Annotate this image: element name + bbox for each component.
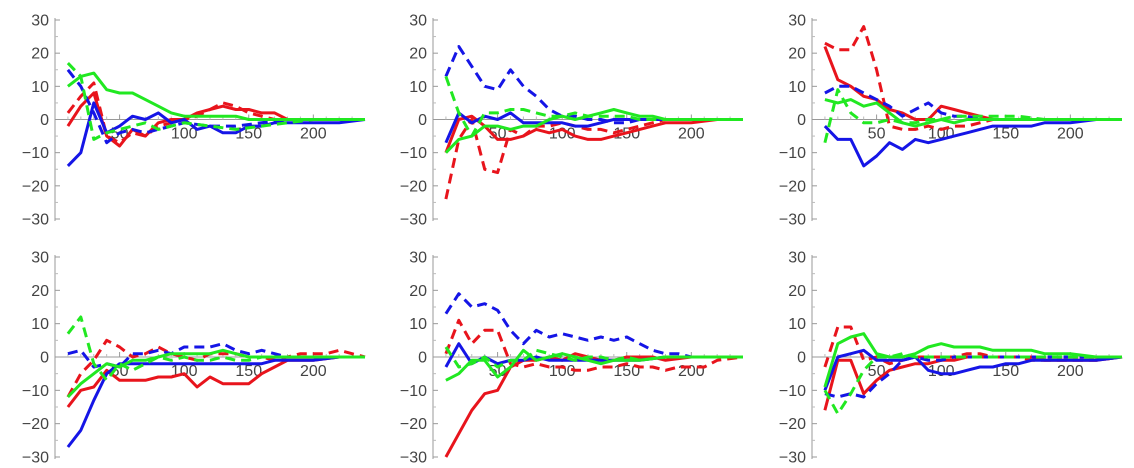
series-line-5 (444, 108, 743, 154)
y-tick-label: 30 (788, 13, 806, 30)
y-tick-label: −30 (779, 212, 806, 229)
y-tick-label: 10 (409, 79, 427, 96)
y-tick-label: 30 (409, 13, 427, 30)
y-tick-label: −30 (22, 450, 49, 467)
series-line-3 (823, 348, 1123, 391)
x-tick-label: 200 (678, 126, 705, 143)
x-tick-label: 200 (300, 363, 327, 380)
y-tick-label: 10 (788, 316, 806, 333)
series-line-3 (823, 118, 1122, 168)
series-line-6 (444, 75, 743, 138)
y-tick-label: −10 (779, 145, 806, 162)
series-line-5 (445, 348, 743, 382)
series-line-3 (66, 355, 365, 448)
y-tick-label: 30 (788, 250, 806, 267)
y-tick-label: 0 (418, 112, 427, 129)
series-line-2 (66, 338, 366, 398)
series-line-5 (823, 332, 1122, 388)
y-tick-label: 30 (31, 250, 49, 267)
y-tick-label: 0 (797, 350, 806, 367)
series-line-1 (444, 114, 743, 154)
x-tick-label: 150 (235, 363, 262, 380)
y-tick-label: −20 (779, 416, 806, 433)
series-line-4 (444, 292, 743, 359)
y-tick-label: 10 (788, 79, 806, 96)
series-line-4 (444, 45, 743, 125)
series-line-1 (444, 352, 743, 458)
y-tick-label: −10 (779, 383, 806, 400)
series-line-6 (66, 62, 365, 141)
y-tick-label: −20 (400, 178, 427, 195)
x-tick-label: 100 (171, 126, 198, 143)
y-tick-label: 20 (788, 46, 806, 63)
x-tick-label: 200 (300, 126, 327, 143)
y-tick-label: 0 (40, 112, 49, 129)
y-tick-label: 10 (409, 316, 427, 333)
x-tick-label: 150 (613, 363, 640, 380)
y-tick-label: 10 (31, 316, 49, 333)
y-tick-label: −30 (22, 212, 49, 229)
x-tick-label: 100 (928, 363, 955, 380)
y-tick-label: −10 (22, 145, 49, 162)
y-tick-label: 20 (31, 46, 49, 63)
y-tick-label: −10 (400, 145, 427, 162)
y-tick-label: 0 (40, 350, 49, 367)
x-tick-label: 50 (868, 126, 886, 143)
y-tick-label: 0 (797, 112, 806, 129)
y-tick-label: −20 (22, 178, 49, 195)
y-tick-label: −30 (779, 450, 806, 467)
y-tick-label: 30 (409, 250, 427, 267)
x-tick-label: 150 (992, 126, 1019, 143)
y-tick-label: −10 (22, 383, 49, 400)
series-line-5 (66, 348, 365, 399)
y-tick-label: −30 (400, 450, 427, 467)
y-tick-label: 30 (31, 13, 49, 30)
y-tick-label: 0 (418, 350, 427, 367)
y-tick-label: 20 (409, 283, 427, 300)
y-tick-label: 20 (788, 283, 806, 300)
x-tick-label: 200 (1057, 363, 1084, 380)
y-tick-label: −20 (22, 416, 49, 433)
y-tick-label: −30 (400, 212, 427, 229)
x-tick-label: 50 (489, 363, 507, 380)
series-line-1 (823, 45, 1122, 121)
y-tick-label: 20 (31, 283, 49, 300)
y-tick-label: −20 (400, 416, 427, 433)
x-tick-label: 200 (1057, 126, 1084, 143)
y-tick-label: −20 (779, 178, 806, 195)
y-tick-label: 20 (409, 46, 427, 63)
y-tick-label: −10 (400, 383, 427, 400)
series-line-6 (444, 346, 743, 369)
series-line-6 (823, 88, 1122, 144)
series-line-6 (823, 352, 1122, 416)
y-tick-label: 10 (31, 79, 49, 96)
x-tick-label: 150 (992, 363, 1019, 380)
series-line-5 (66, 71, 365, 121)
series-line-2 (444, 318, 744, 372)
